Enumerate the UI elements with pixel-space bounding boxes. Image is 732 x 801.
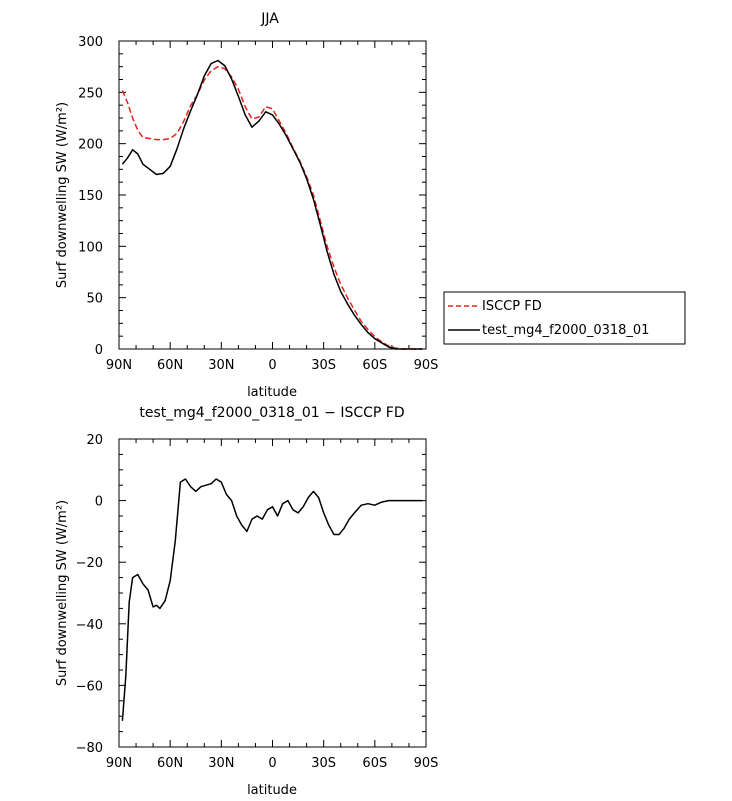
top-x-tick-label: 60S [362, 358, 387, 373]
bottom-chart-title: test_mg4_f2000_0318_01 − ISCCP FD [139, 405, 404, 421]
bottom-plot-frame [118, 438, 427, 748]
bottom-x-tick-label: 60N [157, 756, 183, 771]
bottom-x-axis-label: latitude [247, 783, 297, 798]
top-y-tick-label: 250 [78, 86, 103, 101]
top-series-group [121, 59, 423, 350]
top-axis-ticks [118, 40, 427, 350]
legend-label-model: test_mg4_f2000_0318_01 [482, 323, 649, 338]
bottom-y-tick-label: −40 [76, 618, 103, 633]
bottom-y-tick-label: 20 [86, 433, 103, 448]
bottom-x-tick-labels: 90N 60N 30N 0 30S 60S 90S [106, 756, 439, 771]
bottom-x-tick-label: 90S [414, 756, 439, 771]
top-y-axis-label: Surf downwelling SW (W/m²) [55, 102, 70, 288]
bottom-y-tick-label: −80 [76, 741, 103, 756]
bottom-y-tick-label: −20 [76, 556, 103, 571]
bottom-x-tick-label: 90N [106, 756, 132, 771]
top-x-tick-label: 0 [268, 358, 276, 373]
top-x-axis-label: latitude [247, 385, 297, 400]
legend-label-isccp: ISCCP FD [482, 299, 542, 314]
top-y-tick-label: 50 [86, 292, 103, 307]
top-y-tick-label: 200 [78, 138, 103, 153]
top-plot-frame [118, 40, 427, 350]
top-y-tick-label: 100 [78, 240, 103, 255]
bottom-y-axis-label: Surf downwelling SW (W/m²) [55, 500, 70, 686]
bottom-panel: test_mg4_f2000_0318_01 − ISCCP FD 90N 60N… [55, 405, 438, 798]
top-chart-title: JJA [260, 11, 279, 27]
legend: ISCCP FD test_mg4_f2000_0318_01 [443, 291, 686, 345]
bottom-series-group [121, 478, 423, 721]
bottom-x-tick-label: 0 [268, 756, 276, 771]
top-x-tick-label: 90N [106, 358, 132, 373]
top-x-tick-label: 90S [414, 358, 439, 373]
top-x-tick-label: 60N [157, 358, 183, 373]
top-panel: JJA 90N 60N 30N 0 30S 60S 90S 0 50 100 150 200 250 3… [55, 11, 686, 400]
top-y-tick-label: 300 [78, 35, 103, 50]
bottom-x-tick-label: 60S [362, 756, 387, 771]
bottom-y-tick-label: −60 [76, 679, 103, 694]
bottom-x-tick-label: 30S [311, 756, 336, 771]
top-y-tick-label: 150 [78, 189, 103, 204]
top-x-tick-labels: 90N 60N 30N 0 30S 60S 90S [106, 358, 439, 373]
top-x-tick-label: 30N [208, 358, 234, 373]
bottom-x-tick-label: 30N [208, 756, 234, 771]
top-y-tick-labels: 0 50 100 150 200 250 300 [78, 35, 103, 358]
bottom-y-tick-labels: −80 −60 −40 −20 0 20 [76, 433, 103, 756]
top-y-tick-label: 0 [95, 343, 103, 358]
top-series-line-1 [121, 59, 423, 350]
legend-box [443, 291, 686, 345]
top-x-tick-label: 30S [311, 358, 336, 373]
bottom-y-tick-label: 0 [95, 495, 103, 510]
bottom-axis-ticks [118, 438, 427, 748]
top-series-line-0 [121, 65, 423, 350]
bottom-series-line-0 [121, 478, 423, 721]
